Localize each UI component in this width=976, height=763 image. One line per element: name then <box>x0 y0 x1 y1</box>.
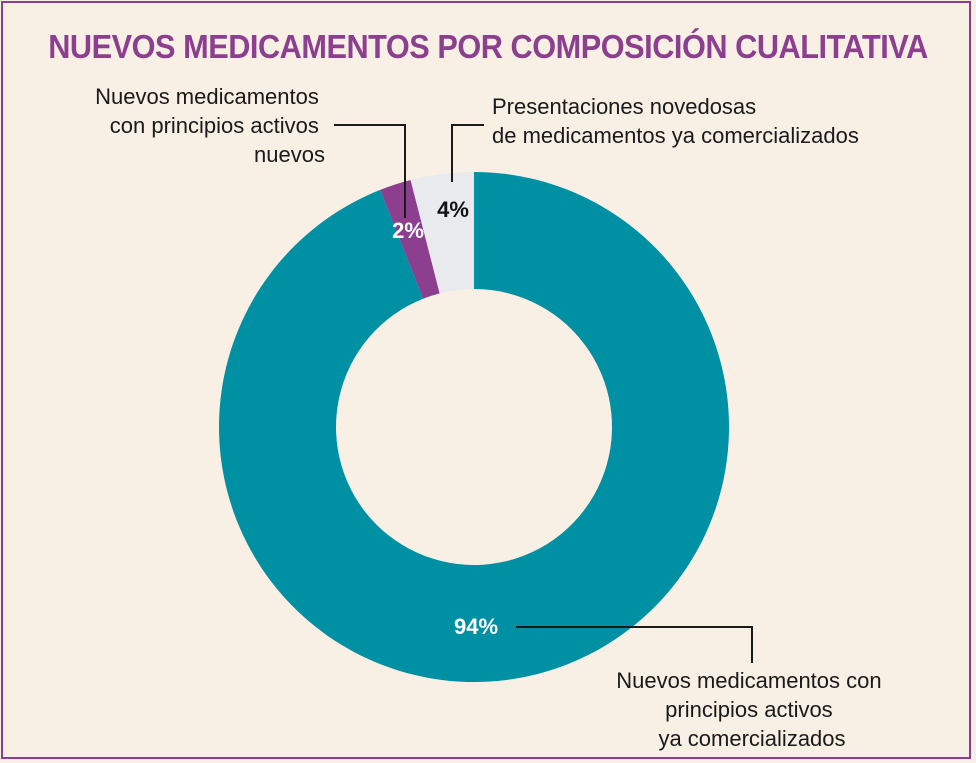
leader-line-2pct <box>334 124 406 218</box>
label-line: nuevos <box>254 142 325 167</box>
label-nuevos-pa-comercializados: Nuevos medicamentos con principios activ… <box>616 668 887 751</box>
slice-nuevos-pa-comercializados <box>219 172 730 682</box>
value-label-94: 94% <box>454 614 498 639</box>
leader-line-4pct <box>451 124 484 182</box>
label-line: Presentaciones novedosas <box>492 94 756 119</box>
value-label-4: 4% <box>437 197 469 222</box>
slice-presentaciones-novedosas <box>410 172 474 294</box>
label-line: Nuevos medicamentos <box>95 84 319 109</box>
slice-nuevos-pa-nuevos <box>380 180 440 299</box>
donut-slices <box>219 172 730 682</box>
label-line: principios activos <box>665 697 833 722</box>
chart-title: NUEVOS MEDICAMENTOS POR COMPOSICIÓN CUAL… <box>48 28 928 65</box>
value-label-2: 2% <box>392 218 424 243</box>
label-presentaciones-novedosas: Presentaciones novedosas de medicamentos… <box>492 94 859 148</box>
label-line: ya comercializados <box>658 726 845 751</box>
leader-line-94pct <box>516 626 753 663</box>
label-line: de medicamentos ya comercializados <box>492 123 859 148</box>
label-line: Nuevos medicamentos con <box>616 668 881 693</box>
label-line: con principios activos <box>110 113 319 138</box>
label-nuevos-pa-nuevos: Nuevos medicamentos con principios activ… <box>95 84 325 167</box>
